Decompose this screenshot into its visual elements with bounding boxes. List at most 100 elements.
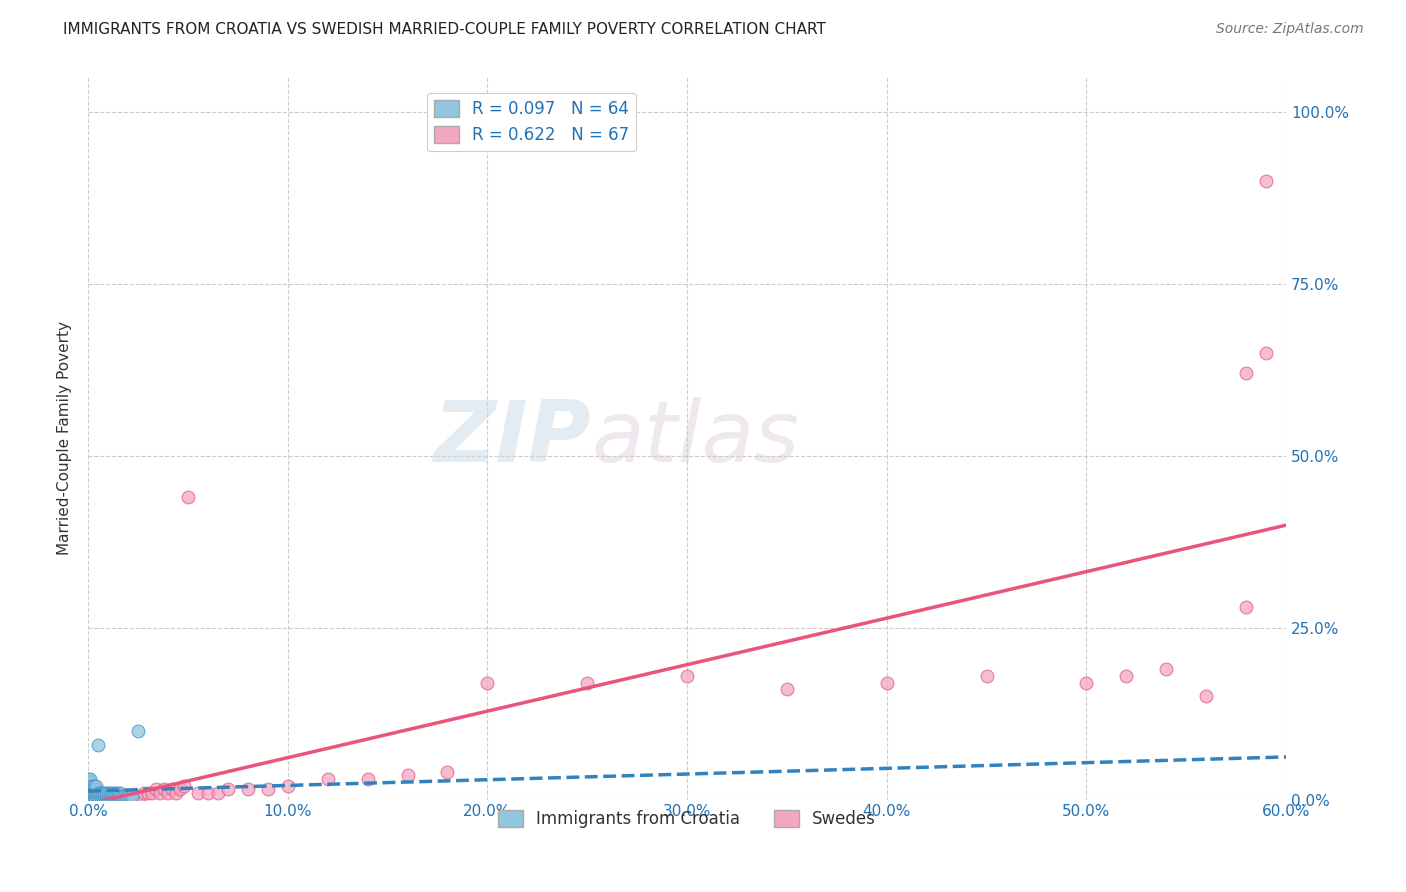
Point	[160, 782, 183, 797]
Point	[876, 675, 898, 690]
Point	[105, 786, 128, 800]
Point	[103, 789, 125, 803]
Point	[316, 772, 339, 786]
Point	[120, 789, 142, 803]
Point	[105, 789, 128, 803]
Point	[79, 782, 101, 797]
Point	[84, 786, 107, 800]
Point	[1254, 345, 1277, 359]
Point	[79, 779, 101, 793]
Point	[87, 789, 110, 803]
Point	[83, 782, 105, 797]
Point	[107, 789, 129, 803]
Point	[1076, 675, 1098, 690]
Point	[79, 779, 101, 793]
Point	[77, 779, 100, 793]
Point	[77, 772, 100, 786]
Point	[82, 786, 104, 800]
Point	[93, 786, 115, 800]
Point	[98, 789, 121, 803]
Point	[132, 786, 155, 800]
Point	[87, 738, 110, 752]
Point	[356, 772, 378, 786]
Point	[91, 789, 114, 803]
Point	[1254, 173, 1277, 187]
Point	[82, 786, 104, 800]
Point	[165, 786, 187, 800]
Point	[197, 786, 219, 800]
Point	[396, 768, 419, 782]
Point	[121, 789, 143, 803]
Point	[83, 779, 105, 793]
Point	[79, 786, 101, 800]
Point	[149, 786, 172, 800]
Point	[1234, 366, 1257, 380]
Point	[129, 789, 152, 803]
Point	[145, 782, 167, 797]
Point	[187, 786, 209, 800]
Point	[77, 786, 100, 800]
Point	[217, 782, 239, 797]
Point	[776, 682, 799, 697]
Point	[108, 786, 131, 800]
Point	[136, 786, 159, 800]
Point	[87, 789, 110, 803]
Point	[94, 789, 117, 803]
Point	[83, 786, 105, 800]
Point	[121, 789, 143, 803]
Point	[115, 789, 138, 803]
Point	[97, 789, 120, 803]
Point	[77, 789, 100, 803]
Point	[89, 786, 111, 800]
Point	[97, 789, 120, 803]
Point	[436, 764, 458, 779]
Point	[82, 779, 104, 793]
Point	[576, 675, 599, 690]
Point	[82, 786, 104, 800]
Point	[101, 786, 124, 800]
Point	[79, 789, 101, 803]
Point	[1234, 599, 1257, 614]
Point	[127, 723, 149, 738]
Point	[84, 779, 107, 793]
Point	[103, 786, 125, 800]
Point	[153, 782, 176, 797]
Point	[89, 789, 111, 803]
Point	[105, 789, 128, 803]
Point	[79, 789, 101, 803]
Text: Source: ZipAtlas.com: Source: ZipAtlas.com	[1216, 22, 1364, 37]
Y-axis label: Married-Couple Family Poverty: Married-Couple Family Poverty	[58, 321, 72, 556]
Point	[84, 782, 107, 797]
Point	[87, 786, 110, 800]
Point	[79, 772, 101, 786]
Point	[98, 789, 121, 803]
Point	[103, 789, 125, 803]
Point	[97, 786, 120, 800]
Point	[976, 669, 998, 683]
Point	[94, 786, 117, 800]
Point	[98, 786, 121, 800]
Point	[676, 669, 699, 683]
Point	[207, 786, 229, 800]
Point	[82, 782, 104, 797]
Point	[83, 789, 105, 803]
Point	[236, 782, 259, 797]
Point	[82, 789, 104, 803]
Point	[1195, 690, 1218, 704]
Point	[93, 789, 115, 803]
Point	[84, 789, 107, 803]
Point	[83, 789, 105, 803]
Point	[82, 782, 104, 797]
Point	[177, 490, 200, 504]
Point	[169, 782, 191, 797]
Point	[107, 786, 129, 800]
Point	[108, 789, 131, 803]
Point	[477, 675, 499, 690]
Point	[87, 786, 110, 800]
Point	[101, 789, 124, 803]
Point	[79, 786, 101, 800]
Point	[91, 786, 114, 800]
Point	[84, 789, 107, 803]
Text: ZIP: ZIP	[433, 397, 592, 480]
Point	[277, 779, 299, 793]
